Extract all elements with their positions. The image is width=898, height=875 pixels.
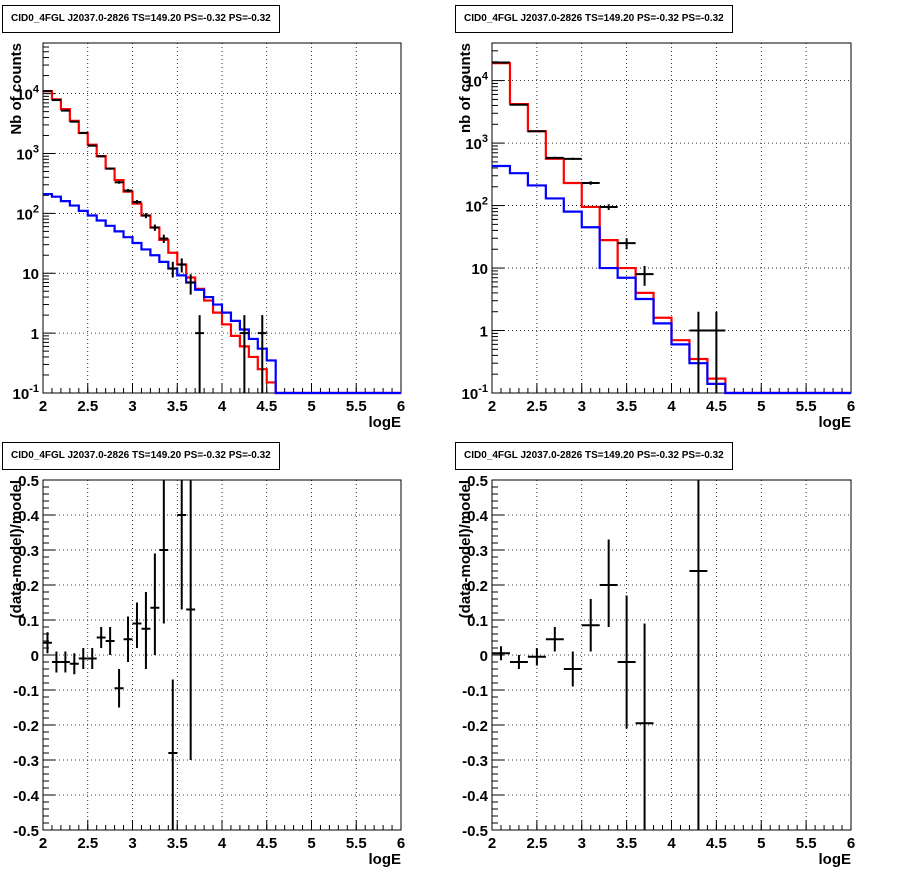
x-tick-label: 5 bbox=[307, 398, 315, 415]
x-tick-label: 3 bbox=[578, 835, 586, 852]
y-tick-label: -0.5 bbox=[13, 823, 39, 840]
x-tick-label: 2 bbox=[488, 835, 496, 852]
y-tick-label: 10-1 bbox=[462, 383, 488, 403]
panel-counts-right: 2 2.5 3 3.5 4 4.5 5 5.5 6 10-1 1 10 102 103 104 logE nb … bbox=[449, 0, 898, 437]
y-tick-label: 0.2 bbox=[18, 578, 39, 595]
x-tick-label: 3 bbox=[578, 398, 586, 415]
y-tick-label: 0.3 bbox=[18, 543, 39, 560]
plot-title: CID0_4FGL J2037.0-2826 TS=149.20 PS=-0.3… bbox=[2, 5, 280, 33]
x-tick-label: 3.5 bbox=[616, 835, 637, 852]
y-tick-label: -0.2 bbox=[13, 718, 39, 735]
x-tick-label: 3.5 bbox=[167, 398, 188, 415]
y-tick-label: 0.1 bbox=[467, 613, 488, 630]
plot-frame bbox=[491, 479, 852, 831]
x-tick-label: 6 bbox=[397, 398, 405, 415]
x-tick-label: 4.5 bbox=[706, 398, 727, 415]
y-tick-label: -0.4 bbox=[462, 788, 489, 805]
y-tick-label: 1 bbox=[480, 324, 488, 341]
x-tick-label: 4 bbox=[667, 398, 676, 415]
y-tick-label: -0.3 bbox=[13, 753, 39, 770]
x-tick-label: 5 bbox=[757, 835, 765, 852]
x-tick-label: 6 bbox=[397, 835, 405, 852]
y-tick-label: 0.2 bbox=[467, 578, 488, 595]
x-tick-label: 6 bbox=[847, 398, 855, 415]
y-axis-title: Nb of counts bbox=[8, 43, 25, 135]
x-tick-label: 2 bbox=[39, 835, 47, 852]
y-tick-label: -0.5 bbox=[462, 823, 488, 840]
y-tick-label: 0.4 bbox=[18, 508, 40, 525]
chart-residual-left: 2 2.5 3 3.5 4 4.5 5 5.5 6 -0.5 -0.4 -0.3 -0.2 -0.1 0 0.… bbox=[8, 473, 405, 868]
plot-frame bbox=[42, 42, 402, 394]
y-tick-label: 102 bbox=[465, 196, 488, 216]
x-tick-label: 5.5 bbox=[346, 835, 367, 852]
x-axis-title: logE bbox=[369, 851, 402, 868]
x-tick-label: 2 bbox=[488, 398, 496, 415]
y-axis-title: (data-model)/model bbox=[457, 480, 474, 618]
x-tick-label: 4.5 bbox=[706, 835, 727, 852]
panel-residual-right: 2 2.5 3 3.5 4 4.5 5 5.5 6 -0.5 -0.4 -0.3 -0.2 -0.1 0 0.… bbox=[449, 437, 898, 874]
y-tick-label: 0.4 bbox=[467, 508, 489, 525]
y-tick-label: 0 bbox=[480, 648, 488, 665]
x-tick-label: 4 bbox=[667, 835, 676, 852]
x-tick-label: 3.5 bbox=[616, 398, 637, 415]
x-tick-label: 5.5 bbox=[796, 835, 817, 852]
y-tick-label: 0.3 bbox=[467, 543, 488, 560]
plot-title: CID0_4FGL J2037.0-2826 TS=149.20 PS=-0.3… bbox=[2, 442, 280, 470]
chart-counts-left: 2 2.5 3 3.5 4 4.5 5 5.5 610-1110102103104logENb … bbox=[8, 42, 405, 431]
x-tick-label: 2.5 bbox=[526, 398, 547, 415]
y-tick-label: 102 bbox=[16, 203, 39, 223]
y-tick-label: 0 bbox=[31, 648, 39, 665]
x-tick-label: 2.5 bbox=[77, 835, 98, 852]
plot-frame bbox=[42, 479, 402, 831]
x-tick-label: 4.5 bbox=[256, 835, 277, 852]
y-tick-label: 0.5 bbox=[467, 473, 488, 490]
y-tick-label: 10 bbox=[471, 261, 488, 278]
y-tick-label: -0.4 bbox=[13, 788, 40, 805]
y-tick-label: 1 bbox=[31, 326, 39, 343]
panel-counts-left: 2 2.5 3 3.5 4 4.5 5 5.5 6 10-1 1 10 102 103 104 logE Nb … bbox=[0, 0, 449, 437]
x-axis-title: logE bbox=[819, 414, 852, 431]
y-axis-title: nb of counts bbox=[457, 43, 474, 133]
x-tick-label: 3 bbox=[128, 835, 136, 852]
x-tick-label: 5.5 bbox=[796, 398, 817, 415]
x-axis-title: logE bbox=[819, 851, 852, 868]
x-tick-label: 5.5 bbox=[346, 398, 367, 415]
histogram-series-blue bbox=[492, 164, 851, 395]
x-tick-label: 4 bbox=[218, 398, 227, 415]
x-tick-label: 2 bbox=[39, 398, 47, 415]
x-tick-label: 5 bbox=[307, 835, 315, 852]
x-tick-label: 4.5 bbox=[256, 398, 277, 415]
y-tick-label: 10 bbox=[22, 266, 39, 283]
y-axis-title: (data-model)/model bbox=[8, 480, 25, 618]
y-tick-label: 0.5 bbox=[18, 473, 39, 490]
chart-residual-right: 2 2.5 3 3.5 4 4.5 5 5.5 6 -0.5 -0.4 -0.3 -0.2 -0.1 0 0.… bbox=[457, 473, 855, 868]
y-tick-label: 103 bbox=[465, 133, 488, 153]
x-tick-label: 4 bbox=[218, 835, 227, 852]
y-tick-label: 0.1 bbox=[18, 613, 39, 630]
y-tick-label: 103 bbox=[16, 143, 39, 163]
x-tick-label: 3 bbox=[128, 398, 136, 415]
x-axis-title: logE bbox=[369, 414, 402, 431]
y-tick-label: -0.2 bbox=[462, 718, 488, 735]
y-tick-label: -0.3 bbox=[462, 753, 488, 770]
y-tick-label: -0.1 bbox=[462, 683, 488, 700]
x-tick-label: 2.5 bbox=[526, 835, 547, 852]
panel-residual-left: 2 2.5 3 3.5 4 4.5 5 5.5 6 -0.5 -0.4 -0.3 -0.2 -0.1 0 0.… bbox=[0, 437, 449, 874]
chart-counts-right: 2 2.5 3 3.5 4 4.5 5 5.5 610-1110102103104logEnb … bbox=[457, 42, 855, 431]
x-tick-label: 3.5 bbox=[167, 835, 188, 852]
x-tick-label: 6 bbox=[847, 835, 855, 852]
plot-title: CID0_4FGL J2037.0-2826 TS=149.20 PS=-0.3… bbox=[455, 5, 733, 33]
x-tick-label: 2.5 bbox=[77, 398, 98, 415]
plot-title: CID0_4FGL J2037.0-2826 TS=149.20 PS=-0.3… bbox=[455, 442, 733, 470]
y-tick-label: -0.1 bbox=[13, 683, 39, 700]
y-tick-label: 10-1 bbox=[13, 383, 39, 403]
x-tick-label: 5 bbox=[757, 398, 765, 415]
